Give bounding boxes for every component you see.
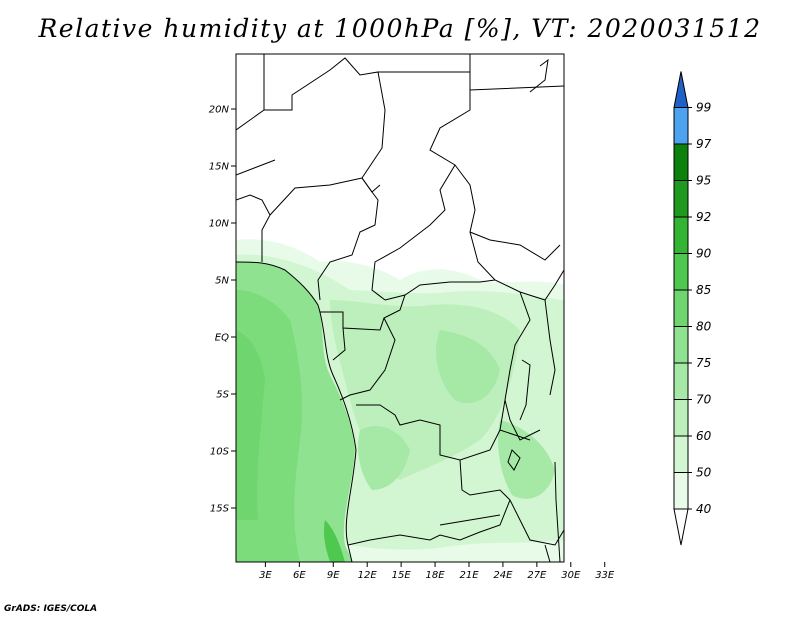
colorbar-label: 97 [696,137,712,151]
lon-label: 27E [527,570,547,581]
colorbar-box [673,143,689,181]
colorbar-box [673,362,689,400]
colorbar-label: 40 [696,502,712,516]
lat-label: 5N [215,276,229,287]
lon-label: 15E [392,570,412,581]
colorbar-box [673,216,689,254]
colorbar-label: 95 [696,174,711,188]
lat-label: 5S [216,390,229,401]
colorbar-box [673,326,689,364]
colorbar-box [673,472,689,510]
lat-label: 15S [210,504,230,515]
lat-label: EQ [215,333,229,344]
colorbar-upper-arrow [673,71,689,108]
lon-label: 9E [327,570,340,581]
lat-label: 20N [209,105,230,116]
colorbar-label: 75 [696,356,711,370]
humidity-map: 20N 15N 10N 5N EQ 5S 10S 15S 3E 6E 9E 12E 15E 18E 21E… [209,53,712,581]
lon-label: 30E [561,570,581,581]
colorbar-box [673,180,689,218]
colorbar-box [673,107,689,145]
lon-label: 12E [358,570,378,581]
lon-label: 18E [426,570,446,581]
lon-label: 24E [493,570,513,581]
colorbar-label: 70 [696,393,712,407]
colorbar-box [673,289,689,327]
colorbar-box [673,399,689,437]
humidity-shading [236,54,564,562]
lat-label: 15N [209,162,230,173]
lon-label: 21E [459,570,479,581]
colorbar-label: 90 [696,247,712,261]
colorbar-label: 92 [696,210,711,224]
colorbar-label: 60 [696,429,712,443]
map-title: Relative humidity at 1000hPa [%], VT: 20… [38,14,762,43]
map-frame [235,53,565,563]
lat-label: 10N [209,219,230,230]
lon-label: 6E [293,570,306,581]
longitude-axis: 3E 6E 9E 12E 15E 18E 21E 24E 27E 30E 33E [259,562,615,581]
latitude-axis: 20N 15N 10N 5N EQ 5S 10S 15S [209,105,236,515]
colorbar-label: 99 [696,101,711,115]
colorbar-label: 50 [696,466,712,480]
country-borders [236,54,564,562]
lon-label: 33E [595,570,615,581]
colorbar-lower-arrow [673,508,689,546]
colorbar: 40 50 60 70 75 80 85 90 92 95 97 99 [673,71,712,546]
lat-label: 10S [210,447,230,458]
colorbar-box [673,253,689,291]
colorbar-label: 85 [696,283,711,297]
lon-label: 3E [259,570,272,581]
grads-credit: GrADS: IGES/COLA [4,604,98,614]
colorbar-label: 80 [696,320,712,334]
colorbar-box [673,435,689,473]
